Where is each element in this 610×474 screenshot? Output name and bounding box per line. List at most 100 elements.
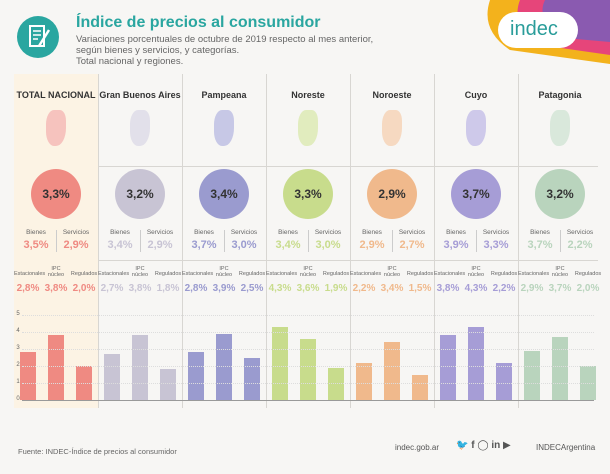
category-label-ipc: IPC [471,266,481,272]
subtitle-line-2: según bienes y servicios, y categorías. [76,45,240,56]
total-circle: 3,2% [535,169,585,219]
category-label-regulados: Regulados [574,271,602,277]
region-name: TOTAL NACIONAL [16,90,96,100]
region-name: Cuyo [464,90,488,100]
category-value: 3,9% [212,283,236,294]
total-circle: 3,2% [115,169,165,219]
servicios-value: 2,9% [63,239,89,251]
bienes-label: Bienes [110,229,130,236]
bar [356,362,372,400]
bienes-label: Bienes [530,229,550,236]
servicios-label: Servicios [482,229,510,236]
category-label-estacionales: Estacionales [98,271,130,277]
category-label-estacionales: Estacionales [266,271,298,277]
bienes-label: Bienes [194,229,214,236]
bar [132,335,148,400]
column-divider [182,74,183,408]
category-label-nucleo: núcleo [383,272,401,278]
column-divider [434,74,435,408]
category-label-ipc: IPC [387,266,397,272]
region-name: Gran Buenos Aires [99,90,181,100]
bienes-value: 3,7% [527,239,553,251]
category-label-nucleo: núcleo [215,272,233,278]
gridline [22,315,594,316]
category-value: 4,3% [268,283,292,294]
bar [412,374,428,400]
header: Índice de precios al consumidor Variacio… [0,0,610,74]
bar [104,354,120,400]
category-label-regulados: Regulados [490,271,518,277]
facebook-icon[interactable]: f [471,440,475,451]
category-value: 2,2% [352,283,376,294]
bienes-value: 3,4% [275,239,301,251]
section-divider [14,166,598,167]
bar [440,335,456,400]
divider [224,230,225,252]
bar [188,352,204,400]
servicios-value: 2,9% [147,239,173,251]
y-tick-label: 4 [16,328,20,334]
instagram-icon[interactable]: ◯ [477,440,489,451]
indec-logo [487,0,610,64]
category-label-ipc: IPC [303,266,313,272]
source-note: Fuente: INDEC-Índice de precios al consu… [18,447,177,456]
category-label-regulados: Regulados [406,271,434,277]
servicios-label: Servicios [314,229,342,236]
bienes-label: Bienes [446,229,466,236]
social-icons: 🐦 f ◯ in ▶ [456,440,511,451]
bar [468,326,484,400]
bar [272,326,288,400]
category-label-nucleo: núcleo [299,272,317,278]
category-value: 4,3% [464,283,488,294]
subtitle-line-3: Total nacional y regiones. [76,56,184,67]
category-label-nucleo: núcleo [467,272,485,278]
category-value: 2,5% [240,283,264,294]
region-map-icon [298,110,318,146]
gridline [22,332,594,333]
total-circle: 2,9% [367,169,417,219]
column-divider [350,74,351,408]
category-label-estacionales: Estacionales [350,271,382,277]
y-tick-label: 2 [16,362,20,368]
category-value: 2,8% [184,283,208,294]
gridline [22,349,594,350]
category-label-ipc: IPC [135,266,145,272]
section-divider [14,260,598,261]
servicios-label: Servicios [398,229,426,236]
y-tick-label: 0 [16,396,20,402]
total-circle: 3,4% [199,169,249,219]
category-value: 3,8% [128,283,152,294]
divider [560,230,561,252]
category-label-regulados: Regulados [70,271,98,277]
servicios-value: 2,2% [567,239,593,251]
category-value: 2,7% [100,283,124,294]
website-link[interactable]: indec.gob.ar [395,443,440,452]
region-map-icon [382,110,402,146]
region-name: Noreste [291,90,325,100]
servicios-value: 3,0% [315,239,341,251]
category-value: 1,9% [324,283,348,294]
bar [244,357,260,400]
category-label-ipc: IPC [51,266,61,272]
column-divider [518,74,519,408]
region-map-icon [550,110,570,146]
category-label-regulados: Regulados [238,271,266,277]
bar [160,369,176,400]
youtube-icon[interactable]: ▶ [503,440,511,451]
servicios-label: Servicios [566,229,594,236]
linkedin-icon[interactable]: in [491,440,501,451]
category-label-estacionales: Estacionales [182,271,214,277]
category-value: 1,5% [408,283,432,294]
bienes-label: Bienes [362,229,382,236]
divider [476,230,477,252]
category-label-regulados: Regulados [154,271,182,277]
page-title: Índice de precios al consumidor [76,14,321,31]
bar [48,335,64,400]
total-circle: 3,3% [31,169,81,219]
category-value: 2,9% [520,283,544,294]
category-value: 1,8% [156,283,180,294]
category-value: 3,6% [296,283,320,294]
category-label-estacionales: Estacionales [14,271,46,277]
twitter-icon[interactable]: 🐦 [456,440,469,451]
social-handle[interactable]: INDECArgentina [536,443,596,452]
